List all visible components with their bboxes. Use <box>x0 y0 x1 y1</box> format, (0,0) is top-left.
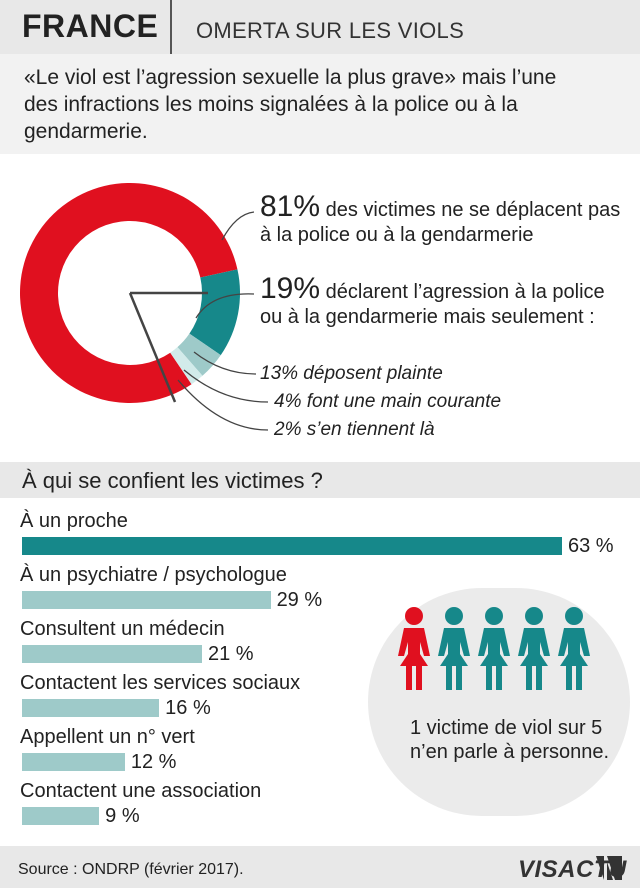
donut-slice-ne-se-deplacent-pas <box>20 183 238 403</box>
callout-circle <box>368 588 630 816</box>
bar-5 <box>22 807 100 825</box>
section-title: À qui se confient les victimes ? <box>22 468 323 493</box>
bar-value-3: 16 % <box>165 697 211 719</box>
bar-label-3: Contactent les services sociaux <box>20 672 301 694</box>
callout-text: 1 victime de viol sur 5 n’en parle à per… <box>410 717 610 763</box>
sub-main-courante: 4% font une main courante <box>274 391 502 412</box>
header-subtitle: OMERTA SUR LES VIOLS <box>196 18 465 43</box>
header-divider <box>170 0 172 54</box>
stat-19: 19% déclarent l’agression à la police ou… <box>260 274 630 330</box>
person-icon <box>558 607 590 690</box>
people-pictogram <box>398 607 590 690</box>
stat-81-unit: % <box>293 190 321 223</box>
bar-value-0: 63 % <box>568 535 614 557</box>
bar-3 <box>22 699 160 717</box>
visactu-logo-mark-icon <box>596 856 622 880</box>
person-icon <box>478 607 510 690</box>
source-text: Source : ONDRP (février 2017). <box>18 861 244 878</box>
donut-chart <box>20 183 240 403</box>
bar-label-5: Contactent une association <box>20 780 262 802</box>
bar-1 <box>22 591 271 609</box>
stat-81-pct: 81 <box>260 190 294 223</box>
person-icon <box>398 607 430 690</box>
header: FRANCE OMERTA SUR LES VIOLS <box>0 0 640 54</box>
sub-plainte: 13% déposent plainte <box>260 363 443 384</box>
bar-2 <box>22 645 202 663</box>
stat-81: 81% des victimes ne se déplacent pas à l… <box>260 192 630 248</box>
person-icon <box>438 607 470 690</box>
bar-value-4: 12 % <box>130 751 177 773</box>
bar-label-2: Consultent un médecin <box>20 618 225 640</box>
stat-19-unit: % <box>293 272 321 305</box>
bar-4 <box>22 753 125 771</box>
stat-19-text: déclarent l’agression à la police ou à l… <box>260 281 605 328</box>
stat-81-text: des victimes ne se déplacent pas à la po… <box>260 199 621 246</box>
section-title-bar: À qui se confient les victimes ? <box>0 462 640 498</box>
bar-0 <box>22 537 562 555</box>
person-icon <box>518 607 550 690</box>
footer: Source : ONDRP (février 2017). VISACTU <box>0 846 640 888</box>
intro-panel: «Le viol est l’agression sexuelle la plu… <box>0 54 640 154</box>
bar-value-5: 9 % <box>105 805 140 827</box>
bar-value-2: 21 % <box>208 643 254 665</box>
bar-label-1: À un psychiatre / psychologue <box>20 564 287 586</box>
donut-leader-lines <box>128 291 208 403</box>
country-title: FRANCE <box>22 8 159 44</box>
bar-label-0: À un proche <box>20 510 128 532</box>
bar-value-1: 29 % <box>276 589 323 611</box>
stat-19-pct: 19 <box>260 272 294 305</box>
intro-quote: «Le viol est l’agression sexuelle la plu… <box>24 66 557 143</box>
sub-tiennent-la: 2% s’en tiennent là <box>274 419 435 440</box>
bar-label-4: Appellent un n° vert <box>20 726 195 748</box>
